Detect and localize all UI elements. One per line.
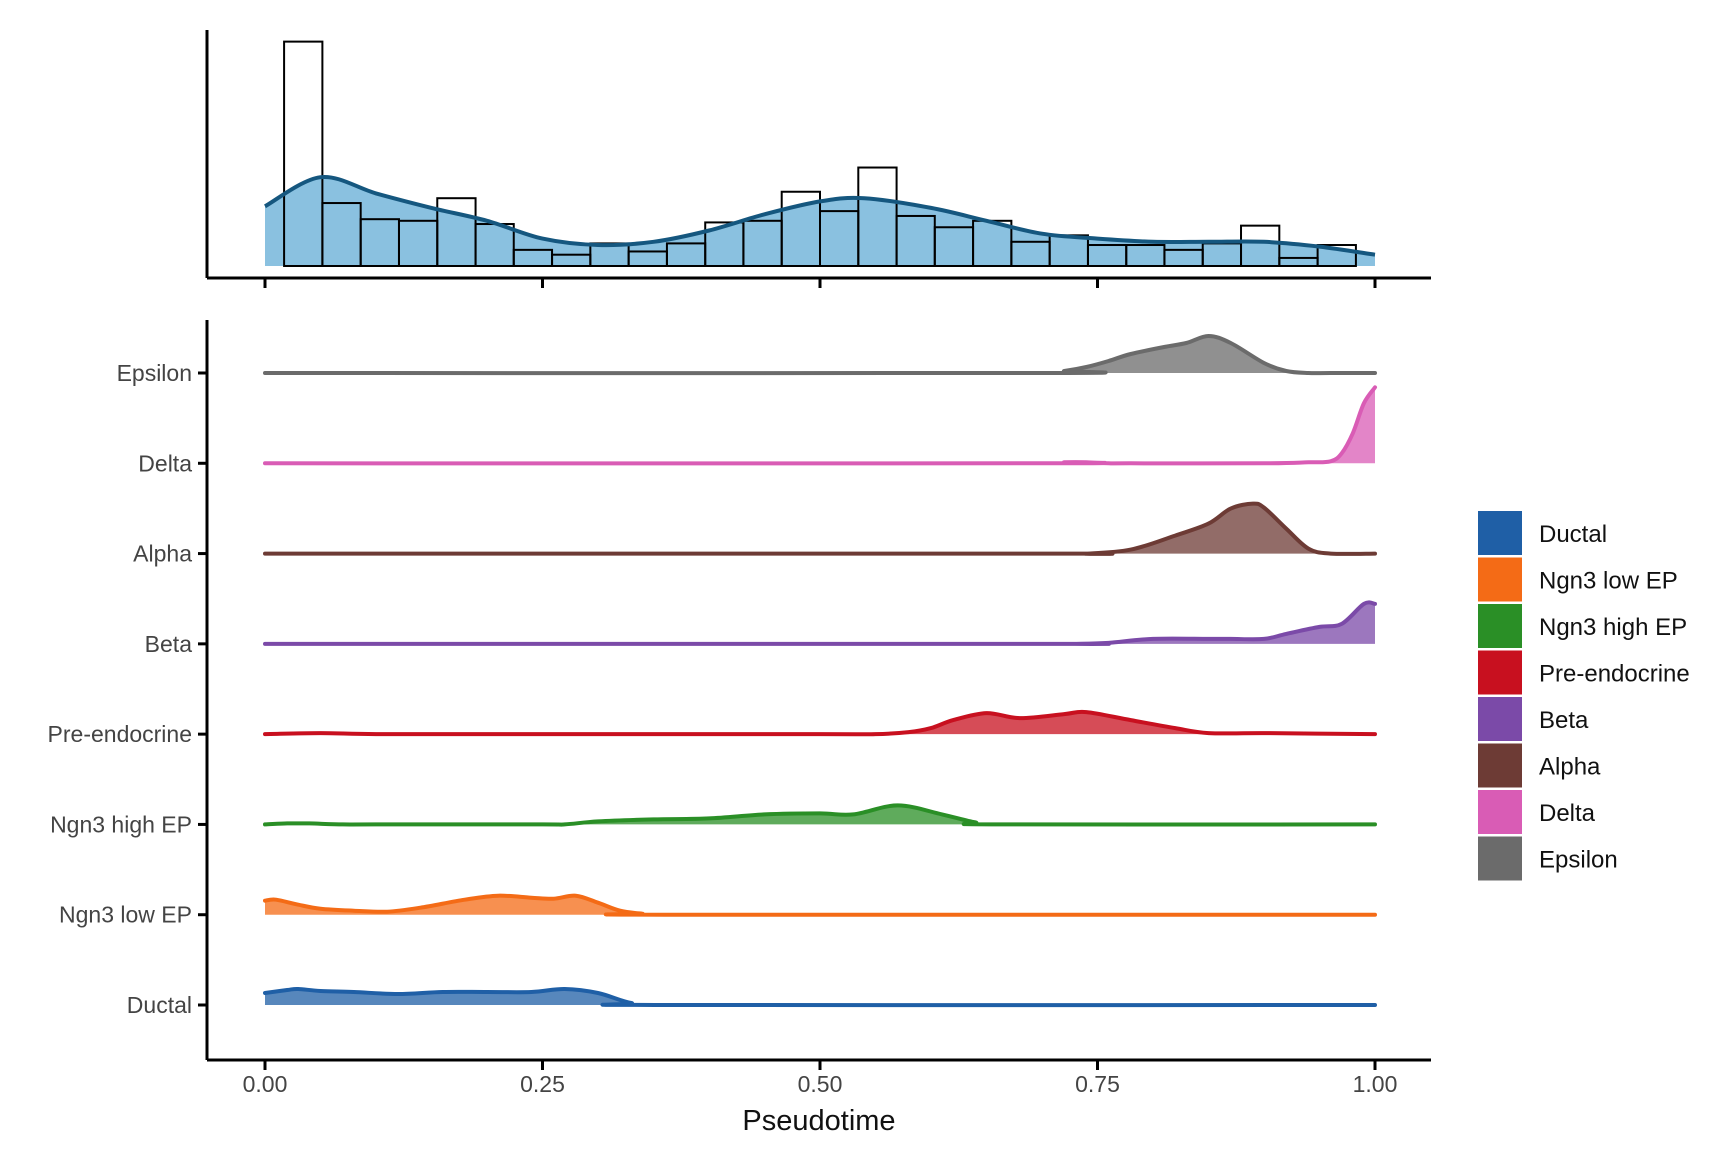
density-line — [264, 175, 1376, 257]
legend-swatch — [1478, 790, 1522, 834]
histogram-panel — [205, 30, 1431, 288]
y-tick-label: Pre-endocrine — [48, 721, 192, 747]
x-tick-label: 0.75 — [1075, 1071, 1120, 1097]
ridge-line — [263, 600, 1377, 646]
ridge-alpha — [263, 501, 1377, 556]
y-tick-label: Beta — [145, 631, 193, 657]
ridge-epsilon — [263, 333, 1377, 376]
legend-swatch — [1478, 697, 1522, 741]
ridge-ngn3-high-ep — [263, 803, 1377, 827]
ridge-line — [263, 333, 1377, 376]
histogram-bar — [283, 40, 324, 267]
ridge-line — [263, 501, 1377, 556]
x-tick-label: 0.00 — [243, 1071, 288, 1097]
ridgeline-axes: 0.00 0.25 0.50 0.75 1.00 Ductal Ngn3 low EP Ng… — [48, 320, 1431, 1137]
legend-item: Delta — [1478, 790, 1596, 834]
legend-item: Pre-endocrine — [1478, 650, 1690, 695]
legend-label: Ngn3 high EP — [1539, 614, 1687, 641]
ridgeline-panel: 0.00 0.25 0.50 0.75 1.00 Ductal Ngn3 low EP Ng… — [48, 320, 1431, 1137]
legend-item: Epsilon — [1478, 836, 1618, 881]
legend-label: Ductal — [1539, 521, 1607, 548]
ridge-area — [265, 503, 1375, 554]
legend-item: Ngn3 high EP — [1478, 604, 1687, 648]
ridge-ductal — [263, 986, 1377, 1008]
legend-swatch — [1478, 836, 1522, 881]
ridge-line — [263, 803, 1377, 827]
legend-label: Ngn3 low EP — [1539, 568, 1678, 595]
y-tick-label: Alpha — [133, 541, 192, 567]
legend-label: Epsilon — [1539, 847, 1618, 874]
x-tick-label: 0.25 — [520, 1071, 565, 1097]
histogram-bar-outlines — [264, 40, 1376, 268]
histogram-bar — [1240, 224, 1281, 267]
legend: Ductal Ngn3 low EP Ngn3 high EP Pre-endocri… — [1478, 511, 1690, 881]
y-tick-label: Delta — [138, 450, 192, 476]
legend-item: Alpha — [1478, 743, 1601, 788]
legend-label: Delta — [1539, 800, 1596, 827]
x-tick-label: 0.50 — [798, 1071, 843, 1097]
ridge-area — [265, 711, 1375, 735]
legend-item: Ductal — [1478, 511, 1607, 555]
ridgeline-y-ticks: Ductal Ngn3 low EP Ngn3 high EP Pre-endocri… — [48, 360, 207, 1018]
ridgeline-series — [263, 333, 1377, 1008]
ridge-area — [265, 387, 1375, 464]
histogram-x-ticks — [263, 279, 1377, 288]
ridge-line — [263, 986, 1377, 1008]
ridge-pre-endocrine — [263, 709, 1377, 737]
x-tick-label: 1.00 — [1353, 1071, 1398, 1097]
histogram-bar — [1316, 244, 1357, 267]
y-tick-label: Ngn3 high EP — [50, 811, 192, 837]
legend-label: Alpha — [1539, 754, 1601, 781]
ridge-area — [265, 336, 1375, 374]
y-tick-label: Epsilon — [117, 360, 192, 386]
legend-swatch — [1478, 511, 1522, 555]
ridge-line — [263, 385, 1377, 466]
legend-label: Beta — [1539, 707, 1589, 734]
y-tick-label: Ngn3 low EP — [59, 902, 192, 928]
ridge-delta — [263, 385, 1377, 466]
legend-swatch — [1478, 743, 1522, 788]
y-tick-label: Ductal — [127, 992, 192, 1018]
legend-swatch — [1478, 557, 1522, 602]
ridge-ngn3-low-ep — [263, 893, 1377, 917]
ridge-beta — [263, 600, 1377, 646]
legend-swatch — [1478, 604, 1522, 648]
histogram-axes — [205, 30, 1431, 288]
ridge-line — [263, 893, 1377, 917]
ridgeline-x-ticks: 0.00 0.25 0.50 0.75 1.00 — [243, 1061, 1398, 1097]
legend-swatch — [1478, 650, 1522, 695]
legend-item: Ngn3 low EP — [1478, 557, 1678, 602]
ridge-line — [263, 709, 1377, 737]
legend-label: Pre-endocrine — [1539, 661, 1690, 688]
x-axis-title: Pseudotime — [742, 1105, 895, 1137]
legend-item: Beta — [1478, 697, 1589, 741]
